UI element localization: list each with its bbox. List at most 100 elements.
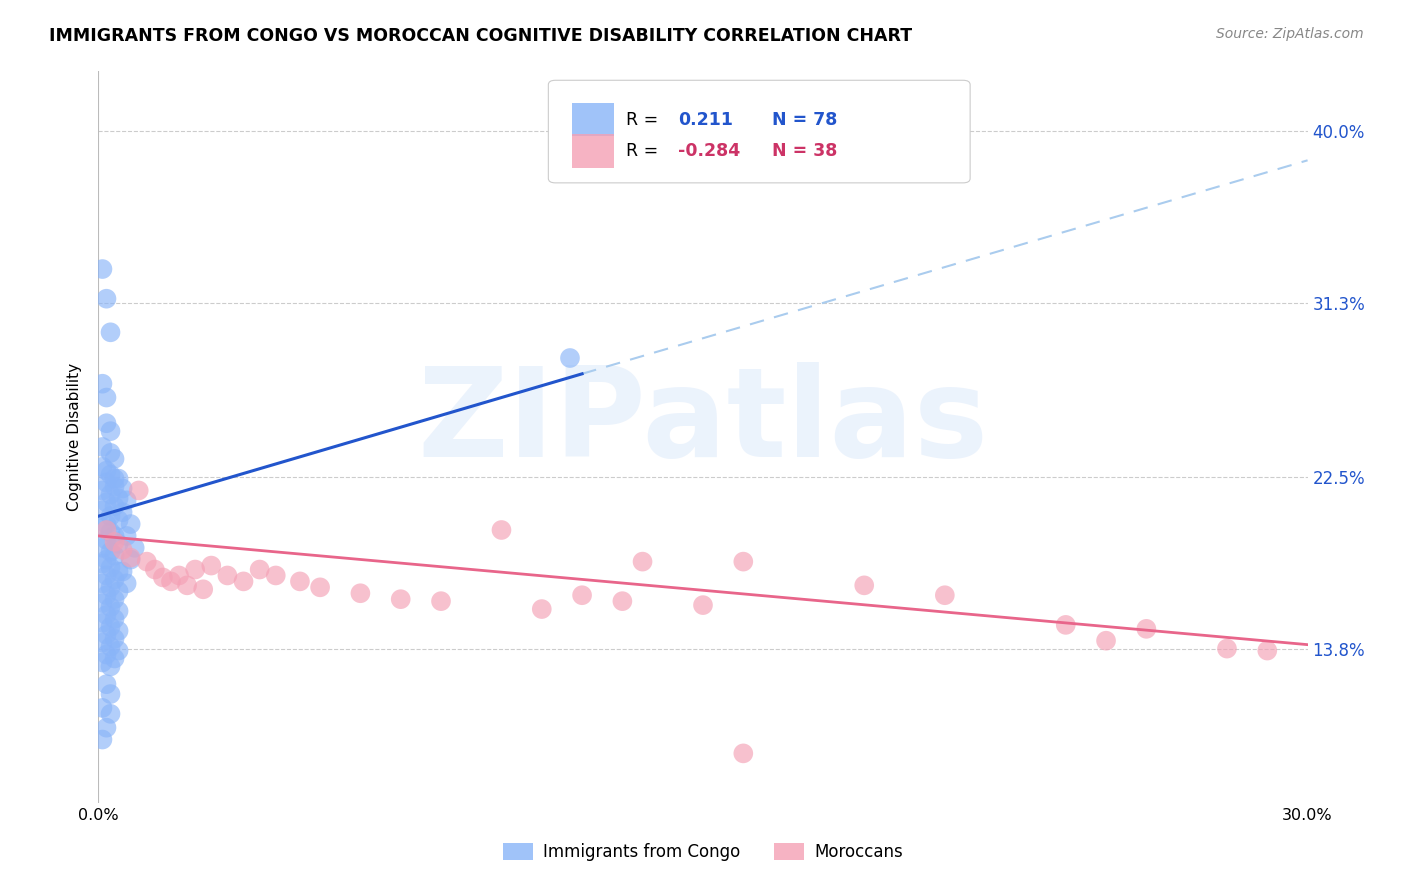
Point <box>1054 618 1077 632</box>
Text: ZIPatlas: ZIPatlas <box>418 362 988 483</box>
Text: Source: ZipAtlas.com: Source: ZipAtlas.com <box>1216 27 1364 41</box>
Point <box>612 594 634 608</box>
Point <box>100 687 122 701</box>
Point <box>107 584 129 599</box>
Point <box>491 523 513 537</box>
Point <box>96 391 118 405</box>
Point <box>111 505 134 519</box>
Point <box>91 440 114 454</box>
Point <box>96 721 118 735</box>
Point <box>103 472 125 486</box>
Point <box>120 517 142 532</box>
Point <box>96 475 118 490</box>
Point <box>103 479 125 493</box>
Point <box>96 523 118 537</box>
Point <box>103 612 125 626</box>
Point <box>91 557 114 571</box>
Point <box>167 568 190 582</box>
Point <box>107 604 129 618</box>
Text: IMMIGRANTS FROM CONGO VS MOROCCAN COGNITIVE DISABILITY CORRELATION CHART: IMMIGRANTS FROM CONGO VS MOROCCAN COGNIT… <box>49 27 912 45</box>
Point <box>100 509 122 524</box>
Point <box>100 620 122 634</box>
Point <box>152 570 174 584</box>
Point <box>91 541 114 555</box>
Point <box>91 576 114 591</box>
Point <box>100 326 122 340</box>
Text: N = 38: N = 38 <box>772 142 837 160</box>
Point <box>96 588 118 602</box>
Point <box>96 677 118 691</box>
Point <box>91 503 114 517</box>
Point <box>96 552 118 566</box>
Point <box>249 562 271 576</box>
Point <box>96 495 118 509</box>
Point <box>309 580 332 594</box>
Point <box>107 491 129 506</box>
Point <box>103 592 125 607</box>
Point <box>100 524 122 539</box>
Point <box>135 555 157 569</box>
Point <box>120 550 142 565</box>
Point <box>96 464 118 478</box>
Point <box>100 560 122 574</box>
Point <box>100 446 122 460</box>
Point <box>217 568 239 582</box>
Point <box>143 562 166 576</box>
Point <box>349 586 371 600</box>
Point <box>100 467 122 482</box>
Point <box>91 615 114 630</box>
Point <box>111 565 134 579</box>
Point <box>91 732 114 747</box>
Point <box>264 568 287 582</box>
Point <box>96 607 118 622</box>
Point <box>430 594 453 608</box>
Point <box>100 580 122 594</box>
Point <box>107 513 129 527</box>
Point <box>107 472 129 486</box>
Point <box>200 558 222 573</box>
Point <box>934 588 956 602</box>
Point <box>91 701 114 715</box>
Point <box>160 574 183 589</box>
Point <box>107 565 129 579</box>
Point <box>96 517 118 532</box>
Text: -0.284: -0.284 <box>678 142 740 160</box>
Point <box>232 574 254 589</box>
Point <box>100 600 122 615</box>
Point <box>128 483 150 498</box>
Point <box>103 500 125 514</box>
Point <box>100 487 122 501</box>
Text: N = 78: N = 78 <box>772 111 837 128</box>
Point <box>853 578 876 592</box>
Point <box>96 533 118 547</box>
Point <box>107 624 129 638</box>
Point <box>193 582 215 597</box>
Point <box>91 521 114 535</box>
Point <box>91 596 114 610</box>
Point <box>631 555 654 569</box>
Point <box>96 628 118 642</box>
Point <box>100 706 122 721</box>
Point <box>103 549 125 563</box>
Point <box>115 529 138 543</box>
Point <box>100 545 122 559</box>
Point <box>96 416 118 430</box>
Point <box>103 534 125 549</box>
Point <box>120 552 142 566</box>
Point <box>100 424 122 438</box>
Point <box>389 592 412 607</box>
Point <box>558 351 581 365</box>
Point <box>571 588 593 602</box>
Point <box>96 648 118 662</box>
Point <box>288 574 311 589</box>
Point <box>733 747 755 761</box>
Point <box>107 537 129 551</box>
Point <box>103 451 125 466</box>
Point <box>733 555 755 569</box>
Point <box>103 651 125 665</box>
Point <box>91 376 114 391</box>
Point <box>1256 643 1278 657</box>
Point <box>91 656 114 670</box>
Point <box>111 542 134 557</box>
Point <box>176 578 198 592</box>
